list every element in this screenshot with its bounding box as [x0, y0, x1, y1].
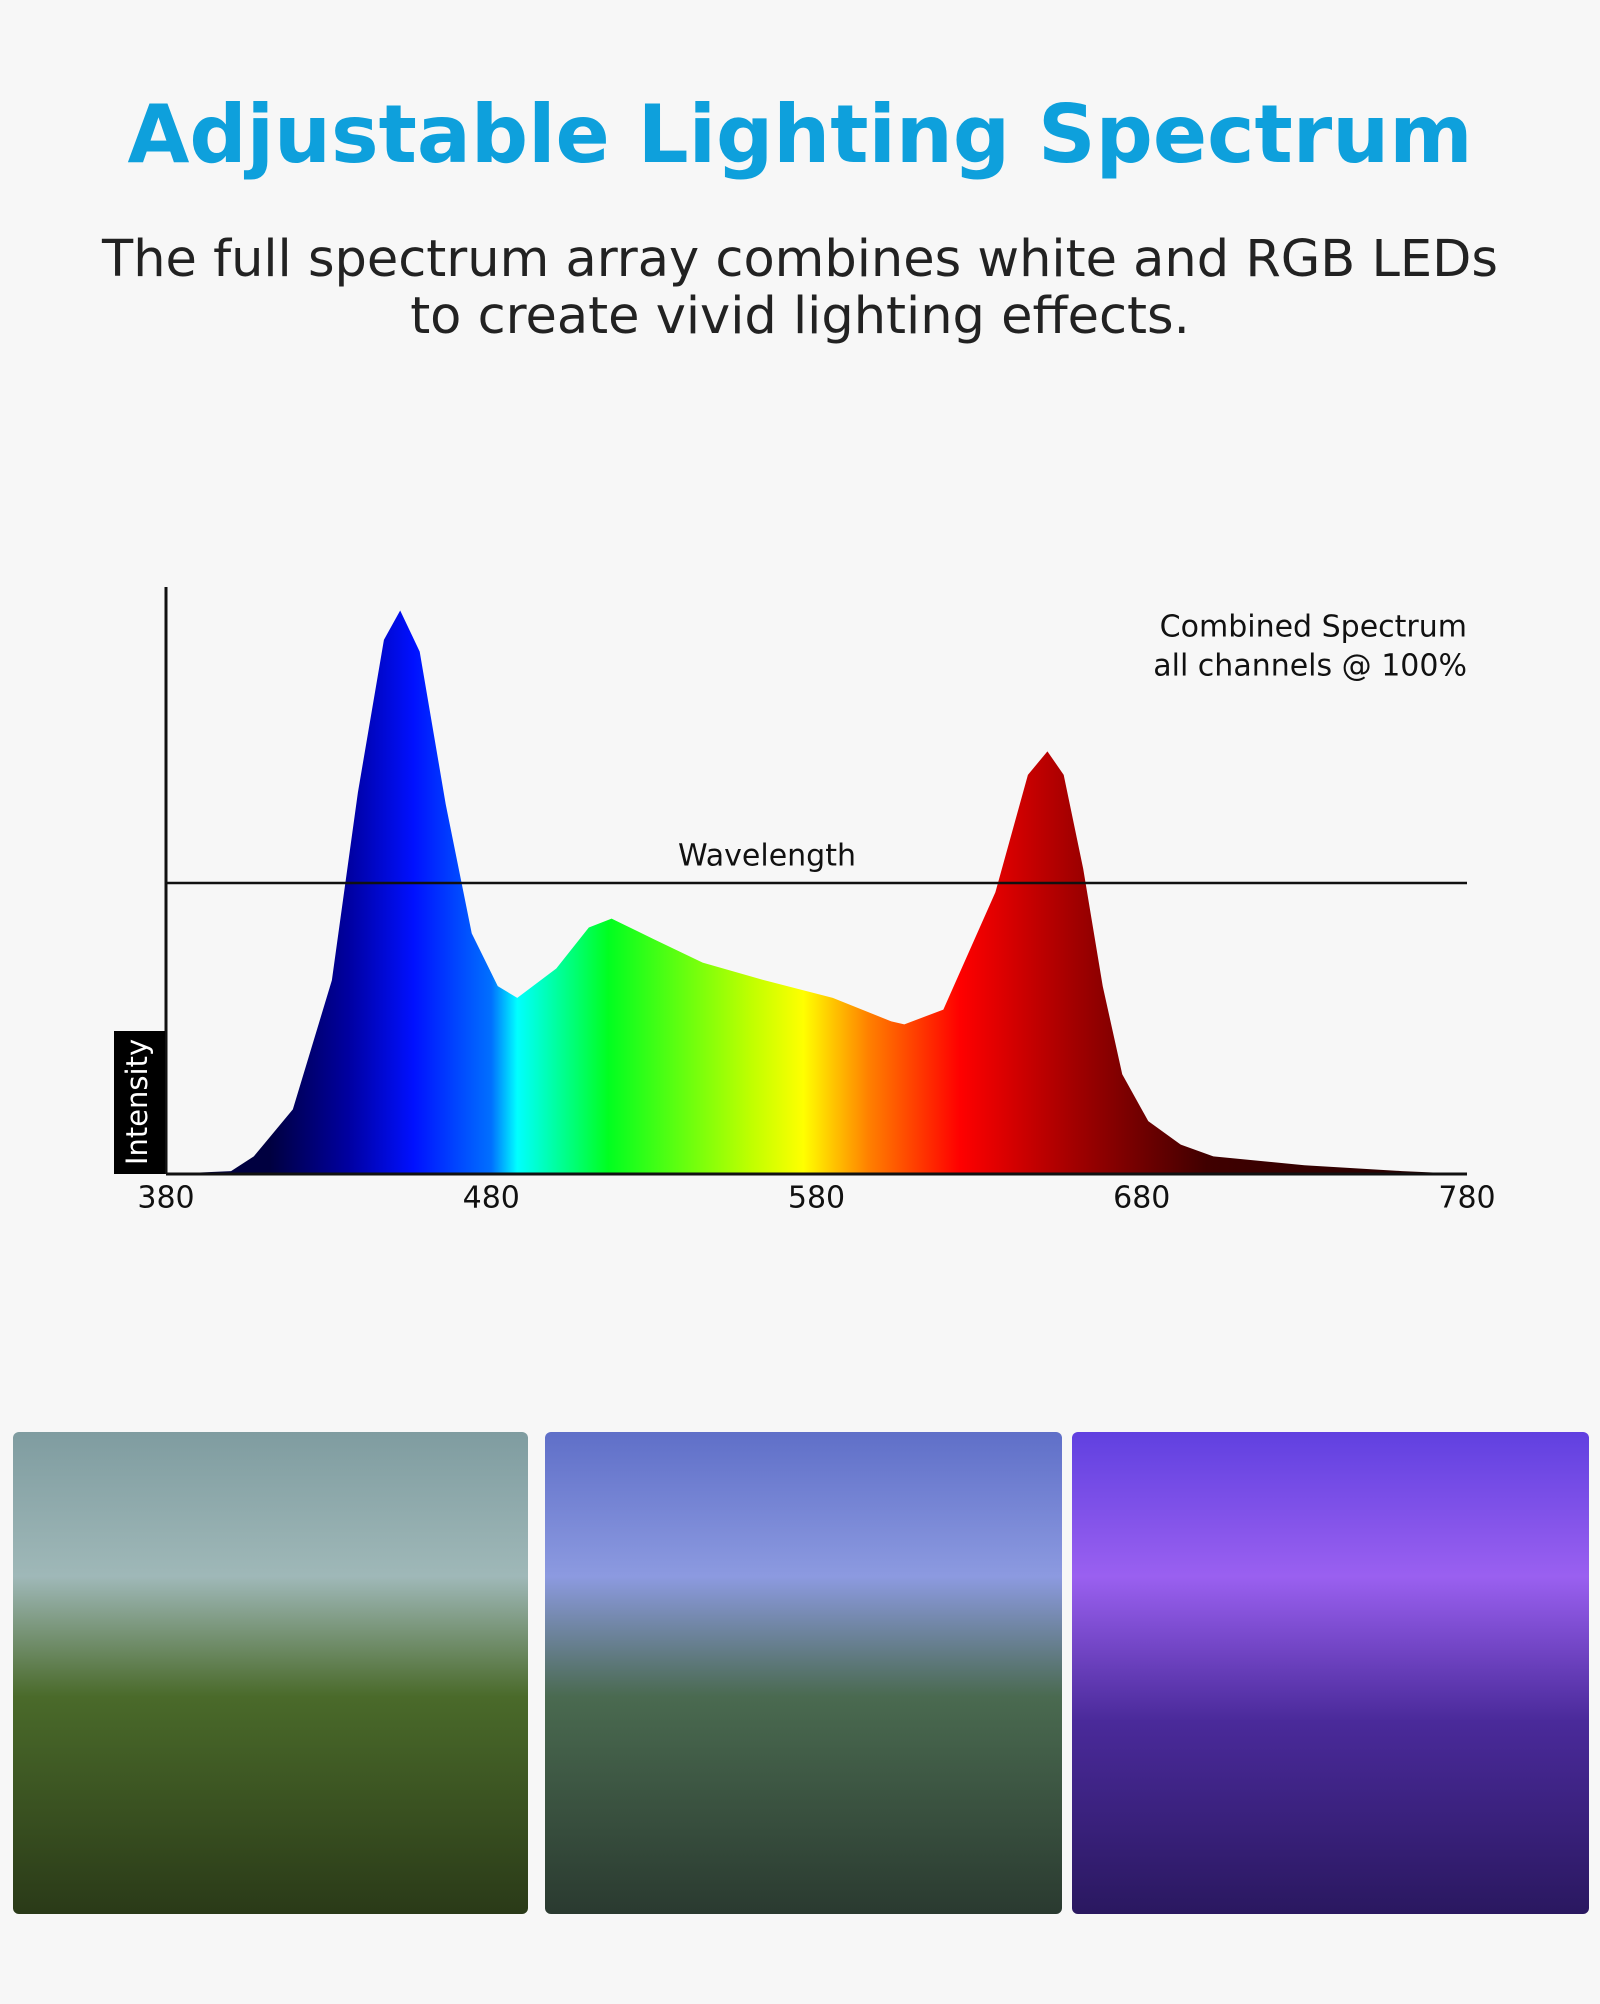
spectrum-area [166, 610, 1467, 1174]
x-tick-label: 380 [137, 1181, 194, 1216]
y-label-box [114, 1031, 165, 1174]
x-axis-label: Wavelength [678, 839, 856, 874]
title: Adjustable Lighting Spectrum [127, 88, 1472, 181]
x-tick-label: 480 [463, 1181, 520, 1216]
photo [13, 1432, 528, 1914]
photo [1072, 1432, 1589, 1914]
x-tick-label: 580 [788, 1181, 845, 1216]
x-tick-label: 680 [1113, 1181, 1170, 1216]
annotation: Combined Spectrum [1160, 610, 1467, 645]
chart: Wavelength Intensity Combined Spectrum all … [114, 587, 1496, 1216]
subtitle: The full spectrum array combines white a… [101, 230, 1498, 289]
subtitle: to create vivid lighting effects. [410, 287, 1190, 346]
x-tick-label: 780 [1438, 1181, 1495, 1216]
annotation: all channels @ 100% [1153, 649, 1467, 684]
photo [545, 1432, 1062, 1914]
y-axis-label: Intensity [120, 1039, 154, 1165]
